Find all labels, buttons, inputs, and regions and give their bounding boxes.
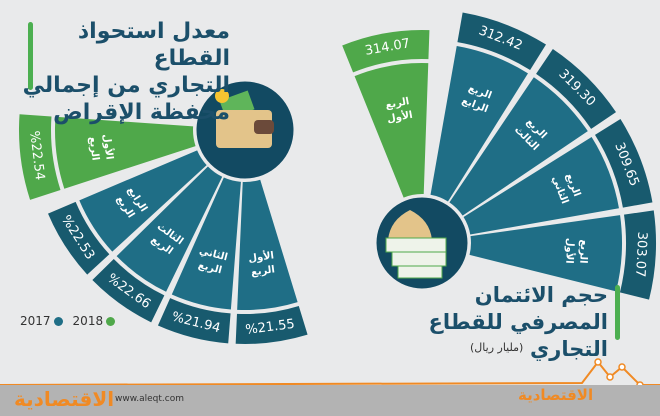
wallet-clasp-icon — [254, 120, 274, 134]
wedge-2017-q3 — [171, 177, 241, 310]
right-title-accent-bar — [615, 285, 620, 340]
quarter-label: الأول — [247, 248, 274, 264]
value-band — [157, 298, 231, 344]
legend-item-2018: 2018 — [73, 314, 116, 328]
legend-item-2017: 2017 — [20, 314, 63, 328]
cash-stack-icon — [385, 237, 447, 253]
wedge-2017-q4 — [469, 215, 622, 292]
quarter-label: الربع — [87, 136, 101, 161]
value-label: %22.54 — [26, 130, 47, 181]
right-chart-title: حجم الائتمان المصرفي للقطاع التجاري — [348, 282, 608, 363]
title-line: حجم الائتمان — [474, 283, 608, 307]
money-bag-icon — [388, 210, 432, 240]
footer — [0, 385, 660, 416]
wedge-2018-q0 — [354, 62, 429, 198]
legend-dot-green — [106, 317, 116, 326]
wedge-2017-q2 — [116, 166, 223, 292]
title-line: محفظة الإقراض — [53, 100, 230, 125]
legend-dot-blue — [53, 317, 63, 326]
title-line: التجاري من إجمالي — [22, 73, 230, 98]
legend-label: 2018 — [72, 314, 104, 328]
left-chart-title: معدل استحواذ القطاع التجاري من إجمالي مح… — [10, 18, 230, 126]
value-band — [342, 29, 430, 73]
value-band — [457, 12, 547, 70]
wedge-2017-q1 — [430, 46, 528, 202]
coin-icon — [215, 89, 229, 103]
cash-stack-icon — [397, 265, 443, 279]
value-band — [19, 114, 61, 200]
footer-trend-line-icon — [0, 358, 660, 385]
legend: 2017 2018 — [20, 314, 116, 328]
wedge-2017-q3 — [463, 137, 619, 235]
title-line: معدل استحواذ القطاع — [77, 19, 230, 71]
value-band — [595, 118, 653, 208]
value-band — [536, 49, 616, 129]
value-band — [92, 258, 165, 323]
quarter-label: الأول — [101, 133, 117, 160]
title-line: المصرفي للقطاع التجاري — [428, 310, 608, 361]
brand-logo-right: الاقتصادية — [518, 386, 594, 404]
value-label: %21.55 — [245, 317, 296, 338]
quarter-label: الربع — [250, 264, 275, 278]
quarter-label: الأول — [386, 108, 414, 125]
wedge-2018-q0 — [55, 116, 196, 189]
wedge-2017-q4 — [237, 179, 298, 310]
wedge-2017-q2 — [449, 77, 588, 216]
cash-stack-icon — [391, 251, 447, 267]
value-band — [619, 210, 656, 300]
quarter-label: الربع — [577, 239, 589, 264]
left-title-accent-bar — [28, 22, 33, 90]
value-band — [235, 305, 308, 344]
quarter-label: الأول — [563, 238, 577, 264]
unit-label: (مليار ريال) — [470, 341, 524, 354]
brand-logo: الاقتصادية — [14, 387, 115, 411]
legend-label: 2017 — [20, 314, 51, 328]
wallet-icon — [216, 110, 272, 148]
website-link[interactable]: www.aleqt.com — [115, 394, 184, 404]
quarter-label: الربع — [385, 96, 411, 111]
value-label: 303.07 — [632, 231, 649, 277]
value-band — [48, 201, 110, 275]
wedge-2017-q1 — [79, 150, 207, 252]
